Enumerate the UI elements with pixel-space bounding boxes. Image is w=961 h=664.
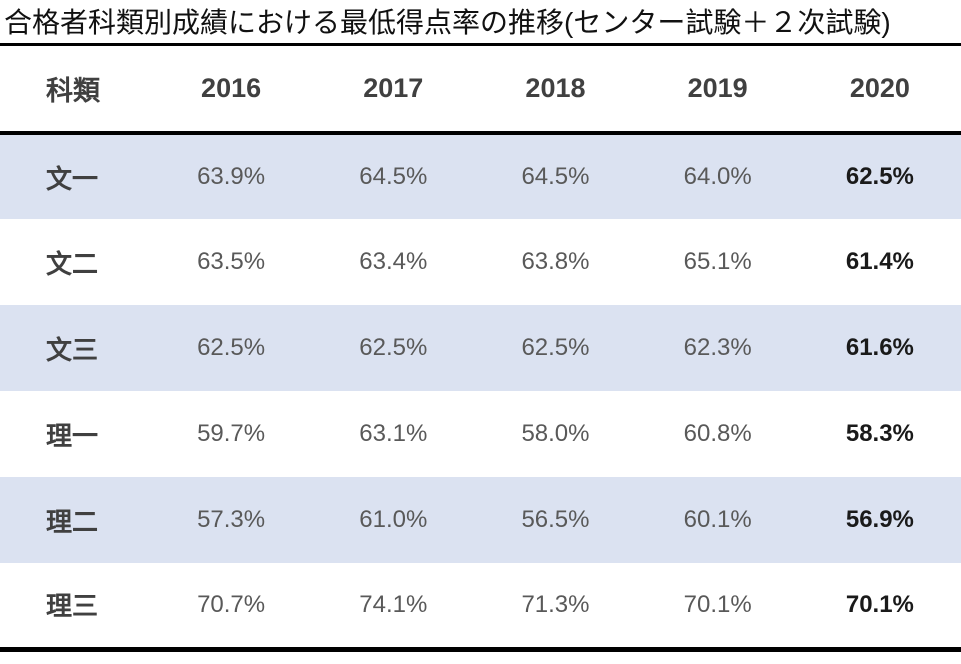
row-label: 理一 xyxy=(46,420,99,451)
cell-value: 64.5% xyxy=(521,163,590,190)
table-row-ri3: 理三 70.7% 74.1% 71.3% 70.1% 70.1% xyxy=(0,563,961,649)
header-cell-2016: 2016 xyxy=(150,46,313,135)
table-row-bun1: 文一 63.9% 64.5% 64.5% 64.0% 62.5% xyxy=(0,133,961,219)
cell-value-final: 58.3% xyxy=(845,420,914,447)
header-cell-2020: 2020 xyxy=(798,46,961,135)
cell-value: 56.5% xyxy=(521,506,590,533)
cell-value: 63.4% xyxy=(359,248,428,275)
cell-value: 70.7% xyxy=(197,590,266,618)
cell-value-final: 61.4% xyxy=(845,248,914,275)
row-label: 理三 xyxy=(46,591,99,622)
cell-value: 58.0% xyxy=(521,420,590,447)
score-table: 科類 2016 2017 2018 2019 2020 文一 63.9% 64.… xyxy=(0,46,961,652)
cell-value: 62.5% xyxy=(521,334,590,361)
row-label: 文一 xyxy=(46,163,99,194)
cell-value: 74.1% xyxy=(359,590,428,618)
cell-value: 71.3% xyxy=(521,590,590,618)
header-cell-2018: 2018 xyxy=(474,46,637,135)
cell-value: 62.5% xyxy=(359,334,428,361)
cell-value-final: 61.6% xyxy=(845,334,914,361)
cell-value: 70.1% xyxy=(683,590,752,618)
row-label: 文二 xyxy=(46,248,99,279)
row-label: 文三 xyxy=(46,334,99,365)
header-cell-2017: 2017 xyxy=(312,46,475,135)
cell-value-final: 62.5% xyxy=(845,163,914,190)
row-label: 理二 xyxy=(46,506,99,537)
cell-value: 63.1% xyxy=(359,420,428,447)
cell-value: 64.5% xyxy=(359,163,428,190)
table-row-ri2: 理二 57.3% 61.0% 56.5% 60.1% 56.9% xyxy=(0,477,961,563)
figure-title: 合格者科類別成績における最低得点率の推移(センター試験＋２次試験) xyxy=(0,0,961,46)
cell-value: 65.1% xyxy=(683,248,752,275)
cell-value-final: 70.1% xyxy=(845,590,914,618)
header-row: 科類 2016 2017 2018 2019 2020 xyxy=(0,46,961,135)
cell-value: 60.8% xyxy=(683,420,752,447)
cell-value: 63.9% xyxy=(197,163,266,190)
cell-value-final: 56.9% xyxy=(845,506,914,533)
cell-value: 59.7% xyxy=(197,420,266,447)
header-cell-category: 科類 xyxy=(0,46,150,135)
cell-value: 62.3% xyxy=(683,334,752,361)
table-row-bun3: 文三 62.5% 62.5% 62.5% 62.3% 61.6% xyxy=(0,305,961,391)
table-row-ri1: 理一 59.7% 63.1% 58.0% 60.8% 58.3% xyxy=(0,391,961,477)
table-row-bun2: 文二 63.5% 63.4% 63.8% 65.1% 61.4% xyxy=(0,219,961,305)
cell-value: 60.1% xyxy=(683,506,752,533)
cell-value: 64.0% xyxy=(683,163,752,190)
header-cell-2019: 2019 xyxy=(636,46,799,135)
cell-value: 63.8% xyxy=(521,248,590,275)
cell-value: 63.5% xyxy=(197,248,266,275)
cell-value: 62.5% xyxy=(197,334,266,361)
cell-value: 57.3% xyxy=(197,506,266,533)
cell-value: 61.0% xyxy=(359,506,428,533)
